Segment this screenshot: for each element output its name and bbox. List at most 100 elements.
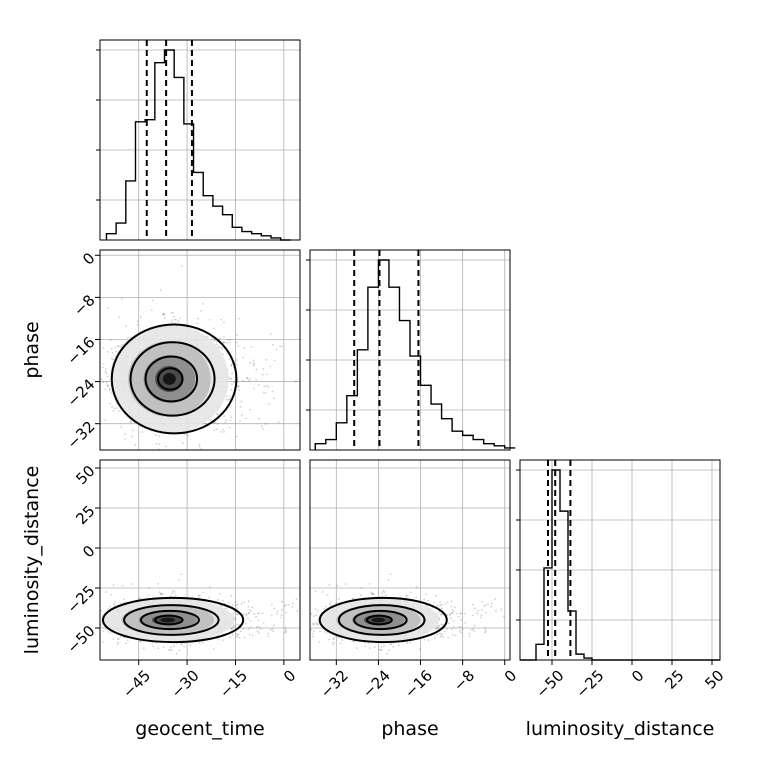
sample-point bbox=[438, 625, 441, 627]
sample-point bbox=[459, 619, 462, 621]
sample-point bbox=[90, 612, 92, 614]
sample-point bbox=[232, 613, 234, 615]
sample-point bbox=[142, 647, 145, 650]
sample-point bbox=[371, 593, 374, 596]
sample-point bbox=[217, 598, 220, 601]
sample-point bbox=[307, 623, 309, 625]
sample-point bbox=[257, 625, 260, 628]
sample-point bbox=[116, 344, 119, 347]
sample-point bbox=[178, 649, 181, 652]
sample-point bbox=[439, 604, 442, 607]
sample-point bbox=[281, 345, 283, 348]
sample-point bbox=[243, 636, 246, 639]
sample-point bbox=[114, 346, 117, 349]
sample-point bbox=[124, 437, 127, 440]
sample-point bbox=[223, 341, 226, 344]
sample-point bbox=[255, 626, 258, 629]
sample-point bbox=[285, 630, 288, 633]
sample-point bbox=[310, 628, 312, 631]
sample-point bbox=[224, 421, 227, 424]
sample-point bbox=[46, 614, 48, 616]
sample-point bbox=[117, 638, 120, 641]
x-tick-label: −32 bbox=[317, 666, 352, 701]
sample-point bbox=[132, 429, 134, 432]
sample-point bbox=[160, 593, 163, 596]
sample-point bbox=[270, 610, 272, 612]
sample-point bbox=[285, 640, 287, 642]
sample-point bbox=[97, 326, 99, 328]
sample-point bbox=[262, 391, 265, 394]
sample-point bbox=[283, 605, 286, 608]
sample-point bbox=[197, 596, 200, 599]
sample-point bbox=[450, 617, 453, 620]
sample-point bbox=[197, 594, 200, 597]
sample-point bbox=[100, 378, 103, 381]
sample-point bbox=[423, 638, 426, 641]
sample-point bbox=[228, 601, 231, 604]
sample-point bbox=[105, 372, 108, 375]
sample-point bbox=[435, 627, 438, 630]
sample-point bbox=[58, 616, 60, 618]
sample-point bbox=[415, 596, 418, 599]
sample-point bbox=[136, 320, 139, 322]
sample-point bbox=[90, 616, 92, 618]
sample-point bbox=[390, 643, 393, 646]
sample-point bbox=[381, 648, 383, 651]
sample-point bbox=[352, 597, 355, 600]
sample-point bbox=[109, 339, 112, 342]
contour-line bbox=[144, 355, 199, 403]
sample-point bbox=[171, 319, 173, 322]
sample-point bbox=[325, 366, 327, 368]
sample-point bbox=[265, 384, 268, 387]
sample-point bbox=[454, 634, 457, 637]
sample-point bbox=[370, 591, 372, 594]
sample-point bbox=[109, 632, 112, 634]
sample-point bbox=[443, 630, 446, 633]
sample-point bbox=[230, 388, 233, 391]
sample-point bbox=[312, 615, 315, 617]
sample-point bbox=[252, 364, 255, 367]
sample-point bbox=[484, 626, 487, 629]
sample-point bbox=[314, 612, 316, 614]
sample-point bbox=[56, 334, 58, 336]
sample-point bbox=[291, 609, 293, 611]
joint-content bbox=[270, 460, 510, 660]
sample-point bbox=[436, 604, 439, 607]
sample-point bbox=[423, 598, 425, 601]
sample-point bbox=[236, 623, 239, 626]
sample-point bbox=[162, 313, 165, 316]
sample-point bbox=[446, 628, 449, 630]
sample-point bbox=[440, 635, 442, 638]
sample-point bbox=[223, 335, 225, 338]
sample-point bbox=[65, 611, 67, 613]
sample-point bbox=[115, 407, 118, 410]
sample-point bbox=[249, 377, 251, 380]
sample-point bbox=[237, 633, 240, 636]
sample-point bbox=[236, 613, 239, 616]
sample-point bbox=[332, 641, 335, 644]
y-tick-label: 0 bbox=[79, 249, 98, 268]
sample-point bbox=[155, 642, 158, 644]
y-axis-label-luminosity_distance: luminosity_distance bbox=[21, 466, 43, 655]
sample-point bbox=[170, 311, 173, 314]
sample-point bbox=[213, 327, 216, 330]
sample-point bbox=[170, 321, 173, 324]
sample-point bbox=[98, 608, 100, 610]
sample-point bbox=[106, 384, 109, 387]
histogram-geocent_time bbox=[105, 49, 291, 241]
sample-point bbox=[247, 600, 250, 603]
sample-point bbox=[415, 586, 418, 588]
sample-point bbox=[314, 590, 317, 593]
sample-point bbox=[121, 584, 124, 587]
sample-point bbox=[237, 386, 240, 389]
sample-point bbox=[273, 359, 276, 362]
sample-point bbox=[115, 350, 118, 353]
sample-point bbox=[255, 615, 258, 618]
sample-point bbox=[181, 643, 184, 646]
marginal-panel-phase bbox=[306, 249, 516, 451]
sample-point bbox=[436, 633, 439, 636]
sample-point bbox=[123, 598, 125, 601]
sample-point bbox=[427, 639, 430, 641]
sample-point bbox=[222, 341, 225, 343]
sample-point bbox=[112, 409, 115, 412]
